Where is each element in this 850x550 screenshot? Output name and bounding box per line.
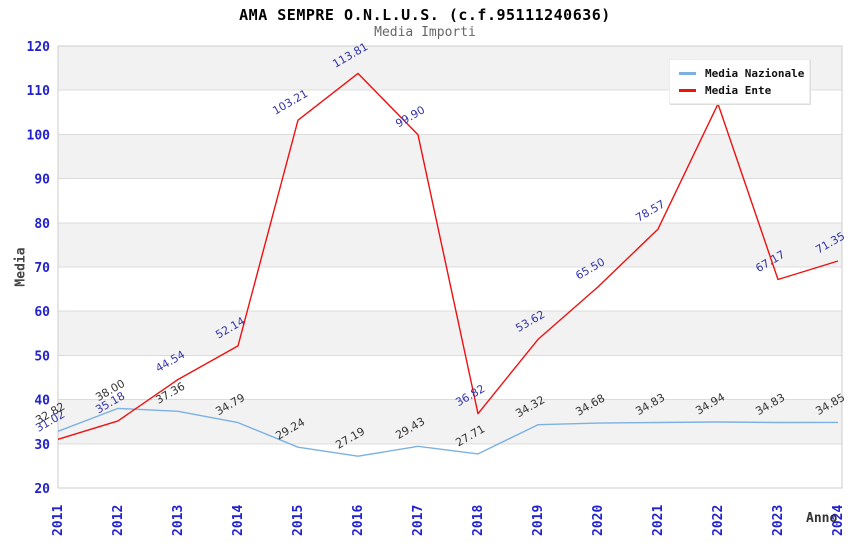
x-tick-label: 2016 bbox=[351, 505, 366, 536]
x-tick-label: 2015 bbox=[291, 505, 306, 536]
data-point-label: 103.21 bbox=[270, 87, 310, 118]
y-tick-label: 40 bbox=[34, 394, 50, 409]
legend: Media Nazionale Media Ente bbox=[669, 59, 810, 104]
legend-item-media-ente: Media Ente bbox=[679, 84, 803, 97]
plot-band bbox=[58, 134, 842, 179]
legend-item-media-nazionale: Media Nazionale bbox=[679, 67, 805, 80]
chart-subtitle: Media Importi bbox=[374, 25, 476, 40]
y-axis-title: Media bbox=[13, 247, 29, 287]
x-tick-label: 2021 bbox=[651, 505, 666, 536]
legend-label: Media Nazionale bbox=[705, 67, 805, 80]
x-tick-label: 2022 bbox=[711, 505, 726, 536]
legend-label: Media Ente bbox=[705, 84, 772, 97]
legend-line-swatch bbox=[679, 72, 696, 75]
y-tick-label: 80 bbox=[34, 217, 50, 232]
plot-border bbox=[57, 45, 843, 489]
x-tick-label: 2014 bbox=[231, 505, 246, 536]
x-tick-label: 2013 bbox=[171, 505, 186, 536]
y-tick-label: 60 bbox=[34, 305, 50, 320]
y-tick-label: 100 bbox=[27, 128, 51, 143]
series-line-media-ente bbox=[57, 72, 839, 440]
x-tick-label: 2017 bbox=[411, 505, 426, 536]
x-axis-title: Anno bbox=[806, 511, 838, 526]
y-tick-label: 70 bbox=[34, 261, 50, 276]
x-tick-label: 2019 bbox=[531, 505, 546, 536]
series-line-media-nazionale bbox=[57, 407, 839, 457]
x-tick-label: 2024 bbox=[831, 505, 846, 536]
y-tick-label: 50 bbox=[34, 349, 50, 364]
x-tick-label: 2018 bbox=[471, 505, 486, 536]
legend-line-swatch bbox=[679, 89, 696, 92]
plot-band bbox=[58, 222, 842, 267]
plot-band bbox=[58, 311, 842, 356]
chart-title: AMA SEMPRE O.N.L.U.S. (c.f.95111240636) bbox=[239, 6, 611, 24]
y-tick-label: 30 bbox=[34, 438, 50, 453]
x-tick-label: 2023 bbox=[771, 505, 786, 536]
x-tick-label: 2011 bbox=[51, 505, 66, 536]
y-tick-label: 90 bbox=[34, 173, 50, 188]
y-tick-label: 20 bbox=[34, 482, 50, 497]
y-tick-label: 110 bbox=[27, 84, 51, 99]
x-tick-label: 2012 bbox=[111, 505, 126, 536]
y-tick-label: 120 bbox=[27, 40, 51, 55]
x-tick-label: 2020 bbox=[591, 505, 606, 536]
